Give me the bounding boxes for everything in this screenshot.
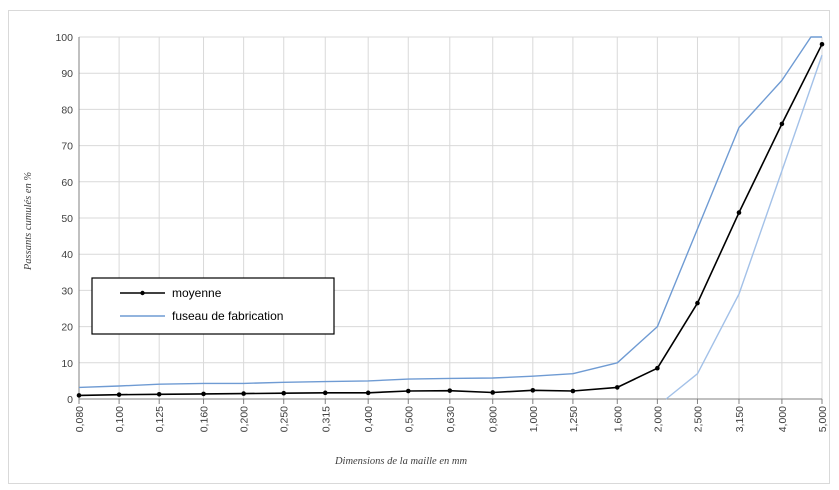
data-point (530, 388, 536, 393)
y-tick-label: 100 (55, 32, 73, 44)
x-tick-label: 0,250 (279, 406, 291, 432)
data-point (819, 41, 825, 47)
y-axis-title: Passants cumulés en % (23, 172, 34, 272)
data-point (201, 391, 206, 397)
data-point (570, 388, 576, 394)
x-tick-label: 0,400 (363, 406, 375, 432)
y-tick-label: 20 (61, 322, 73, 334)
x-tick-label: 0,800 (488, 406, 500, 432)
data-point (695, 300, 700, 306)
y-tick-label: 70 (61, 141, 73, 153)
x-tick-label: 3,150 (734, 406, 746, 432)
legend-label-fuseau: fuseau de fabrication (172, 309, 283, 323)
y-tick-label: 30 (61, 285, 73, 297)
y-tick-label: 40 (61, 249, 73, 261)
data-point (156, 391, 162, 397)
y-tick-label: 80 (61, 104, 73, 116)
grid-lines (78, 36, 823, 399)
data-point (736, 210, 742, 215)
data-point (405, 388, 411, 394)
data-point (281, 390, 287, 396)
data-point (322, 390, 328, 396)
data-point (614, 385, 620, 390)
x-tick-label: 0,125 (154, 406, 166, 432)
data-point (365, 390, 371, 396)
data-point (779, 121, 785, 127)
data-point (655, 365, 660, 371)
x-tick-label: 0,630 (445, 406, 457, 432)
x-axis-title: Dimensions de la maille en mm (334, 456, 468, 467)
y-tick-label: 0 (67, 394, 73, 406)
y-tick-label: 10 (61, 358, 73, 370)
legend-box (91, 277, 335, 335)
data-point (447, 388, 453, 393)
y-tick-label: 90 (61, 68, 73, 80)
y-tick-label: 50 (61, 213, 73, 225)
x-tick-label: 0,080 (74, 406, 86, 432)
series-line-2 (665, 54, 823, 400)
x-tick-label: 1,250 (568, 406, 580, 432)
legend-marker-moyenne (140, 290, 145, 296)
x-tick-label: 1,600 (612, 406, 624, 432)
legend: moyenne fuseau de fabrication (91, 277, 335, 335)
data-point (76, 393, 82, 398)
axes (78, 37, 823, 404)
series-line-0 (78, 43, 823, 397)
series-layer (76, 36, 825, 400)
x-tick-label: 5,000 (817, 406, 829, 432)
y-tick-label: 60 (61, 177, 73, 189)
x-tick-labels: 0,080 0,100 0,125 0,160 0,200 0,250 0,315 0,400… (74, 406, 829, 432)
series-line-1 (78, 36, 822, 389)
data-point (116, 392, 122, 397)
x-tick-label: 0,100 (114, 406, 126, 432)
x-tick-label: 4,000 (777, 406, 789, 432)
data-point (490, 390, 496, 395)
x-tick-label: 0,500 (403, 406, 415, 432)
x-tick-label: 0,315 (320, 406, 332, 432)
x-tick-label: 1,000 (528, 406, 540, 432)
x-tick-label: 0,200 (239, 406, 251, 432)
x-tick-label: 0,160 (199, 406, 211, 432)
chart-frame: 0 10 20 30 40 50 60 70 80 90 100 0,080 0,100 0,125 0,… (8, 10, 830, 484)
data-point (241, 391, 246, 396)
x-tick-label: 2,500 (692, 406, 704, 432)
x-tick-label: 2,000 (652, 406, 664, 432)
legend-label-moyenne: moyenne (172, 286, 222, 300)
y-tick-labels: 0 10 20 30 40 50 60 70 80 90 100 (55, 32, 73, 406)
